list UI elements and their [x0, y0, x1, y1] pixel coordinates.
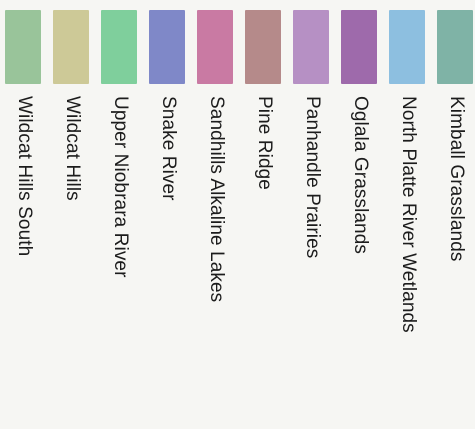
legend-label: Wildcat Hills — [62, 96, 83, 201]
legend-swatch — [149, 10, 185, 84]
legend-label: Pine Ridge — [254, 96, 275, 190]
legend-label: Kimball Grasslands — [446, 96, 467, 262]
legend-item-sandhills-alkaline-lakes: Sandhills Alkaline Lakes — [195, 0, 235, 429]
legend-item-upper-niobrara-river: Upper Niobrara River — [99, 0, 139, 429]
legend-item-oglala-grasslands: Oglala Grasslands — [339, 0, 379, 429]
legend-swatch — [437, 10, 473, 84]
legend-label: Snake River — [158, 96, 179, 201]
legend-item-pine-ridge: Pine Ridge — [243, 0, 283, 429]
legend-label: Sandhills Alkaline Lakes — [206, 96, 227, 303]
legend-item-panhandle-prairies: Panhandle Prairies — [291, 0, 331, 429]
legend-label: Wildcat Hills South — [14, 96, 35, 257]
legend-item-snake-river: Snake River — [147, 0, 187, 429]
legend-item-wildcat-hills-south: Wildcat Hills South — [3, 0, 43, 429]
legend-item-wildcat-hills: Wildcat Hills — [51, 0, 91, 429]
legend-swatch — [53, 10, 89, 84]
legend-item-kimball-grasslands: Kimball Grasslands — [435, 0, 475, 429]
legend-item-north-platte-river-wetlands: North Platte River Wetlands — [387, 0, 427, 429]
legend-swatch — [245, 10, 281, 84]
legend-swatch — [101, 10, 137, 84]
legend-swatch — [389, 10, 425, 84]
legend-swatch — [341, 10, 377, 84]
legend-swatch — [293, 10, 329, 84]
legend-label: North Platte River Wetlands — [398, 96, 419, 333]
legend-swatch — [197, 10, 233, 84]
legend-swatch — [5, 10, 41, 84]
legend-label: Oglala Grasslands — [350, 96, 371, 254]
legend-label: Upper Niobrara River — [110, 96, 131, 278]
legend-label: Panhandle Prairies — [302, 96, 323, 259]
